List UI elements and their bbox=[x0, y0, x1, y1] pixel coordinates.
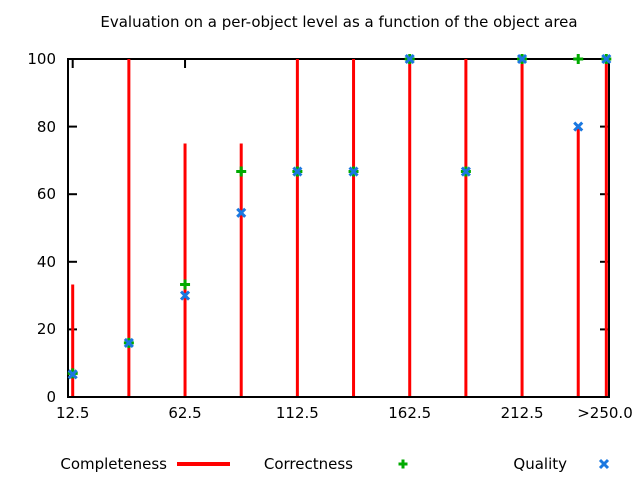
marker-x-quality bbox=[516, 53, 528, 65]
marker-x-quality bbox=[573, 121, 584, 132]
legend-label-quality: Quality bbox=[513, 455, 567, 473]
marker-x-quality bbox=[460, 166, 471, 177]
legend-line-sample-icon bbox=[177, 462, 230, 466]
marker-x-quality bbox=[404, 53, 415, 65]
marker-x-quality bbox=[236, 207, 247, 218]
marker-x-quality bbox=[179, 290, 191, 301]
x-tick-label: 62.5 bbox=[168, 404, 202, 422]
marker-plus-correctness bbox=[236, 166, 247, 177]
x-tick-label: 212.5 bbox=[500, 404, 544, 422]
y-tick-label: 20 bbox=[36, 320, 56, 339]
marker-x-quality bbox=[67, 369, 78, 380]
x-tick-label: >250.0 bbox=[577, 404, 633, 422]
y-tick-label: 80 bbox=[36, 117, 56, 136]
legend-label-correctness: Correctness bbox=[263, 455, 353, 473]
legend-x-icon bbox=[598, 458, 610, 470]
marker-x-quality bbox=[348, 166, 359, 177]
x-tick-label: 112.5 bbox=[275, 404, 319, 422]
y-tick-label: 0 bbox=[46, 388, 56, 406]
legend-label-completeness: Completeness bbox=[60, 455, 167, 473]
plot-border bbox=[67, 58, 610, 398]
marker-plus-correctness bbox=[573, 54, 584, 64]
marker-x-quality bbox=[123, 337, 134, 348]
x-tick-label: 12.5 bbox=[55, 404, 90, 422]
legend-plus-icon bbox=[398, 459, 408, 469]
marker-x-quality bbox=[601, 53, 612, 65]
y-tick-label: 100 bbox=[27, 50, 56, 68]
chart-title: Evaluation on a per-object level as a fu… bbox=[100, 13, 578, 31]
y-tick-label: 60 bbox=[36, 185, 56, 204]
y-tick-label: 40 bbox=[36, 252, 56, 271]
marker-plus-correctness bbox=[180, 279, 191, 290]
marker-x-quality bbox=[292, 166, 303, 177]
x-tick-label: 162.5 bbox=[388, 404, 432, 422]
